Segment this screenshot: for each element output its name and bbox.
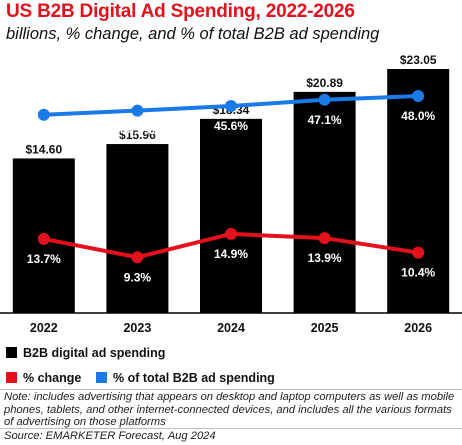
share-label-2026: 48.0% <box>401 109 435 123</box>
source-note: Source: EMARKETER Forecast, Aug 2024 <box>4 430 216 442</box>
change-label-2025: 13.9% <box>308 251 342 265</box>
legend-item-spending: B2B digital ad spending <box>6 346 165 360</box>
footer-divider <box>0 389 462 390</box>
change-point-2022 <box>37 232 50 245</box>
share-label-2025: 47.1% <box>308 113 342 127</box>
change-label-2022: 13.7% <box>27 252 61 266</box>
bar-2023 <box>106 144 169 313</box>
legend-label-change: % change <box>23 371 82 385</box>
share-point-2026 <box>412 90 425 102</box>
change-label-2026: 10.4% <box>401 266 435 280</box>
change-point-2024 <box>225 227 237 240</box>
chart-title: US B2B Digital Ad Spending, 2022-2026 <box>6 1 355 22</box>
change-label-2024: 14.9% <box>214 247 248 261</box>
share-label-2022: 43.5% <box>27 128 61 142</box>
legend-label-share: % of total B2B ad spending <box>113 371 275 385</box>
bar-2024 <box>200 118 262 313</box>
share-label-2024: 45.6% <box>214 119 248 133</box>
legend-swatch-share <box>96 372 107 383</box>
share-point-2022 <box>37 108 50 121</box>
x-tick-label-2026: 2026 <box>404 321 432 335</box>
legend-swatch-spending <box>6 347 17 358</box>
chart-subtitle: billions, % change, and % of total B2B a… <box>6 25 380 43</box>
share-point-2025 <box>318 93 331 106</box>
bar-value-label-2026: $23.05 <box>400 53 437 67</box>
legend-item-change: % change <box>6 371 81 385</box>
legend-swatch-change <box>6 372 17 383</box>
x-tick-label-2024: 2024 <box>217 321 245 335</box>
change-point-2023 <box>131 251 144 264</box>
x-tick-label-2022: 2022 <box>30 321 58 335</box>
bar-2025 <box>293 91 356 313</box>
source-divider <box>0 428 462 429</box>
bar-value-label-2022: $14.60 <box>25 142 62 156</box>
legend-label-spending: B2B digital ad spending <box>23 346 166 360</box>
change-label-2023: 9.3% <box>124 270 152 284</box>
bar-2026 <box>387 69 450 313</box>
share-point-2023 <box>131 104 144 117</box>
legend-item-share: % of total B2B ad spending <box>96 371 275 385</box>
bar-value-label-2025: $20.89 <box>306 76 343 90</box>
share-point-2024 <box>225 100 237 112</box>
chart-canvas: $14.60$15.96$18.34$20.89$23.0543.5%44.5%… <box>0 53 462 335</box>
footnote: Note: includes advertising that appears … <box>4 391 455 429</box>
x-tick-label-2023: 2023 <box>123 321 151 335</box>
x-tick-label-2025: 2025 <box>311 321 339 335</box>
bar-value-label-2023: $15.96 <box>119 128 156 142</box>
change-point-2026 <box>412 246 425 259</box>
change-point-2025 <box>318 232 331 245</box>
share-label-2023: 44.5% <box>120 124 154 138</box>
